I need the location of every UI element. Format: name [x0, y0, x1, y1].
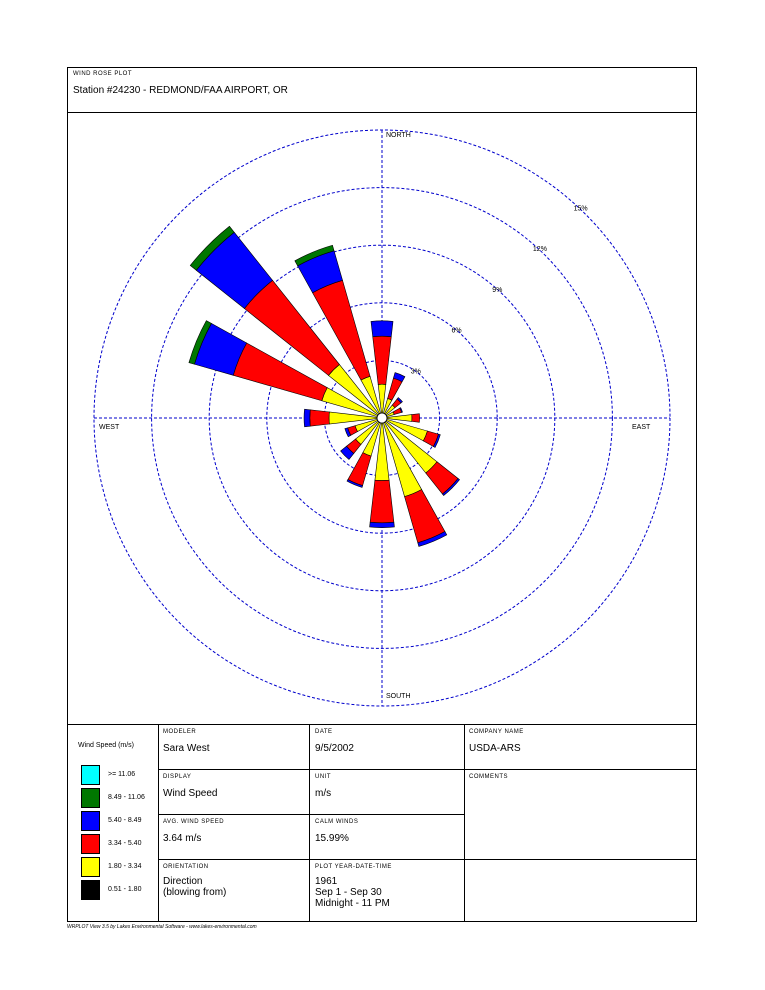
ring-label-5: 15%: [574, 205, 588, 212]
petal-nne: [383, 372, 406, 415]
calm-winds-value: 15.99%: [315, 833, 349, 844]
petal-nnw-class-5: [294, 244, 335, 267]
petal-nw-class-5: [189, 225, 235, 271]
petal-nnw: [294, 244, 381, 415]
petal-ese: [385, 419, 441, 448]
label-east: EAST: [632, 424, 651, 431]
unit-value: m/s: [315, 788, 332, 799]
plot-time-value: 1961 Sep 1 - Sep 30 Midnight - 11 PM: [315, 876, 390, 909]
legend-label-5: 1.80 - 3.34: [108, 863, 142, 870]
avg-wind-speed-label: AVG. WIND SPEED: [163, 819, 225, 825]
wind-rose-chart: NORTH SOUTH EAST WEST 3% 6% 9% 12% 15%: [93, 129, 671, 707]
petal-wsw: [344, 419, 379, 438]
report-frame: WIND ROSE PLOT Station #24230 - REDMOND/…: [67, 67, 697, 922]
legend-swatch-3: [81, 811, 100, 831]
display-label: DISPLAY: [163, 774, 192, 780]
petal-wsw-class-4: [344, 427, 352, 438]
petal-e: [386, 413, 420, 423]
header-label: WIND ROSE PLOT: [73, 71, 133, 77]
petal-s-class-4: [369, 521, 395, 528]
orientation-label: ORIENTATION: [163, 864, 209, 870]
table-col-line-1: [158, 724, 159, 921]
petal-ne-class-4: [396, 397, 403, 404]
display-value: Wind Speed: [163, 788, 218, 799]
legend-label-1: >= 11.06: [108, 771, 136, 778]
petal-ssw: [346, 421, 381, 488]
legend-swatch-6: [81, 880, 100, 900]
petal-ese-class-4: [432, 433, 441, 448]
ring-label-4: 12%: [533, 246, 547, 253]
chart-labels: NORTH SOUTH EAST WEST 3% 6% 9% 12% 15%: [99, 132, 651, 700]
petal-n: [370, 320, 394, 414]
modeler-value: Sara West: [163, 743, 210, 754]
legend-swatch-2: [81, 788, 100, 808]
table-row-line-1: [158, 769, 696, 770]
calm-winds-label: CALM WINDS: [315, 819, 359, 825]
modeler-label: MODELER: [163, 729, 197, 735]
petal-ene-class-4: [399, 407, 403, 413]
legend-swatch-1: [81, 765, 100, 785]
legend-swatch-5: [81, 857, 100, 877]
wind-petals: [188, 225, 460, 547]
date-label: DATE: [315, 729, 333, 735]
table-top-border: [68, 724, 696, 725]
label-west: WEST: [99, 424, 120, 431]
legend-swatch-4: [81, 834, 100, 854]
legend-title: Wind Speed (m/s): [78, 742, 135, 749]
petal-wnw-class-5: [188, 320, 212, 365]
report-header: WIND ROSE PLOT Station #24230 - REDMOND/…: [68, 68, 696, 113]
table-col-line-3: [464, 724, 465, 921]
petal-ssw-class-3: [347, 452, 372, 486]
calm-circle: [376, 412, 388, 424]
label-south: SOUTH: [386, 693, 411, 700]
petal-e-class-3: [411, 413, 420, 423]
petal-w-class-4: [303, 408, 311, 428]
table-row-line-3: [158, 859, 696, 860]
petal-s-class-3: [369, 479, 395, 524]
ring-label-1: 3%: [411, 368, 421, 375]
petal-w: [303, 408, 378, 428]
petal-nne-class-3: [387, 377, 403, 401]
petal-n-class-3: [372, 335, 392, 385]
company-label: COMPANY NAME: [469, 729, 524, 735]
unit-label: UNIT: [315, 774, 331, 780]
table-row-line-2: [158, 814, 464, 815]
orientation-value: Direction (blowing from): [163, 876, 227, 898]
software-footer: WRPLOT View 3.5 by Lakes Environmental S…: [67, 924, 257, 930]
avg-wind-speed-value: 3.64 m/s: [163, 833, 202, 844]
ring-label-2: 6%: [451, 328, 461, 335]
label-north: NORTH: [386, 132, 411, 139]
petal-wnw: [188, 320, 379, 417]
legend-label-2: 8.49 - 11.06: [108, 794, 145, 801]
legend-label-3: 5.40 - 8.49: [108, 817, 142, 824]
plot-time-label: PLOT YEAR-DATE-TIME: [315, 864, 392, 870]
petal-sw-class-4: [340, 445, 355, 460]
petal-ssw-class-4: [346, 479, 363, 488]
station-title: Station #24230 - REDMOND/FAA AIRPORT, OR: [73, 85, 288, 96]
legend-label-4: 3.34 - 5.40: [108, 840, 142, 847]
petal-sse-class-4: [417, 531, 448, 547]
petal-n-class-4: [370, 320, 394, 338]
date-value: 9/5/2002: [315, 743, 354, 754]
petal-se: [384, 420, 460, 496]
company-value: USDA-ARS: [469, 743, 521, 754]
table-col-line-2: [309, 724, 310, 921]
ring-label-3: 9%: [492, 287, 502, 294]
petal-nne-class-4: [393, 372, 406, 383]
petal-w-class-3: [309, 409, 330, 427]
petal-sse: [383, 421, 448, 547]
legend-label-6: 0.51 - 1.80: [108, 886, 142, 893]
petal-nw: [189, 225, 380, 416]
petal-se-class-4: [442, 478, 460, 496]
petal-s: [369, 422, 395, 528]
comments-label: COMMENTS: [469, 774, 508, 780]
